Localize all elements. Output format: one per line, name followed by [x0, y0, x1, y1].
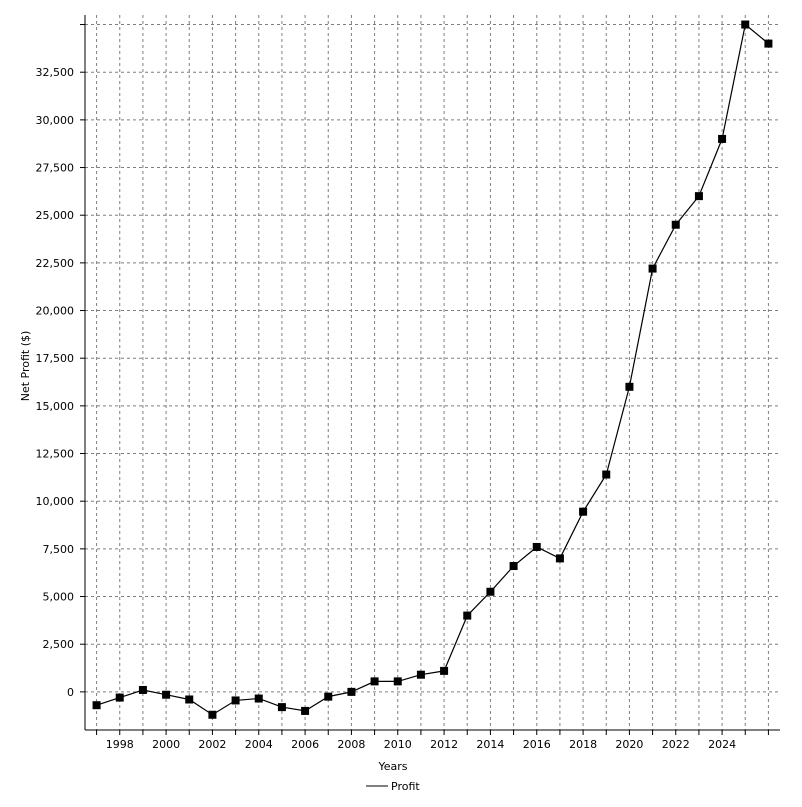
- data-point-marker: [277, 703, 286, 712]
- x-tick-label: 2014: [476, 738, 504, 751]
- data-point-marker: [208, 710, 217, 719]
- data-point-marker: [393, 677, 402, 686]
- x-tick-label: 1998: [106, 738, 134, 751]
- x-tick-label: 2016: [523, 738, 551, 751]
- data-point-marker: [532, 542, 541, 551]
- y-tick-label: 12,500: [36, 448, 75, 461]
- y-tick-label: 20,000: [36, 305, 75, 318]
- y-tick-label: 32,500: [36, 66, 75, 79]
- y-tick-label: 25,000: [36, 209, 75, 222]
- x-tick-label: 2010: [384, 738, 412, 751]
- x-tick-label: 2024: [708, 738, 736, 751]
- data-point-marker: [694, 192, 703, 201]
- data-point-marker: [231, 696, 240, 705]
- y-tick-label: 15,000: [36, 400, 75, 413]
- data-point-marker: [301, 706, 310, 715]
- data-point-marker: [254, 694, 263, 703]
- y-tick-label: 17,500: [36, 352, 75, 365]
- data-point-marker: [370, 677, 379, 686]
- data-point-marker: [115, 693, 124, 702]
- y-tick-label: 27,500: [36, 162, 75, 175]
- data-point-marker: [185, 695, 194, 704]
- x-tick-label: 2008: [337, 738, 365, 751]
- data-point-marker: [671, 220, 680, 229]
- y-tick-label: 10,000: [36, 495, 75, 508]
- data-point-marker: [509, 562, 518, 571]
- data-point-marker: [138, 685, 147, 694]
- x-tick-label: 2012: [430, 738, 458, 751]
- data-point-marker: [648, 264, 657, 273]
- data-point-marker: [764, 39, 773, 48]
- data-point-marker: [625, 382, 634, 391]
- x-tick-label: 2002: [198, 738, 226, 751]
- x-tick-label: 2022: [662, 738, 690, 751]
- x-tick-label: 2004: [245, 738, 273, 751]
- legend: Profit: [366, 780, 420, 793]
- y-tick-label: 5,000: [43, 591, 75, 604]
- y-tick-label: 2,500: [43, 638, 75, 651]
- data-point-marker: [440, 666, 449, 675]
- data-point-marker: [347, 687, 356, 696]
- data-point-marker: [324, 692, 333, 701]
- grid: [85, 15, 780, 730]
- data-point-marker: [486, 587, 495, 596]
- x-tick-label: 2000: [152, 738, 180, 751]
- y-tick-label: 0: [67, 686, 74, 699]
- x-tick-label: 2018: [569, 738, 597, 751]
- y-tick-label: 22,500: [36, 257, 75, 270]
- y-tick-label: 7,500: [43, 543, 75, 556]
- y-tick-label: 30,000: [36, 114, 75, 127]
- data-point-marker: [741, 20, 750, 29]
- legend-label-profit: Profit: [391, 780, 420, 793]
- data-point-marker: [718, 134, 727, 143]
- data-point-marker: [555, 554, 564, 563]
- series-profit: [92, 20, 773, 719]
- axes: 1998 2000 2002 2004 2006 2008 2010 2012 2014 2016…: [36, 15, 780, 751]
- x-tick-label: 2020: [615, 738, 643, 751]
- y-axis-label: Net Profit ($): [19, 331, 32, 402]
- data-point-marker: [92, 701, 101, 710]
- data-point-marker: [416, 670, 425, 679]
- data-point-marker: [162, 690, 171, 699]
- data-point-marker: [463, 611, 472, 620]
- data-point-marker: [579, 507, 588, 516]
- data-point-marker: [602, 470, 611, 479]
- series-line-profit: [96, 23, 769, 716]
- x-tick-label: 2006: [291, 738, 319, 751]
- x-axis-label: Years: [377, 760, 407, 773]
